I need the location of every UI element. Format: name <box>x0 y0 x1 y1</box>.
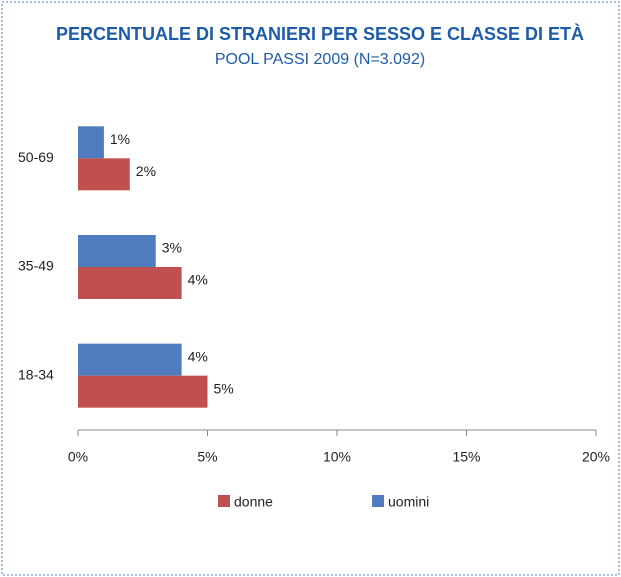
x-tick-label: 20% <box>582 449 610 465</box>
bar <box>78 343 182 376</box>
bar <box>78 267 182 299</box>
chart-title: PERCENTUALE DI STRANIERI PER SESSO E CLA… <box>56 23 584 44</box>
y-tick-label: 18-34 <box>18 366 54 382</box>
value-label: 4% <box>188 272 208 288</box>
y-tick-label: 50-69 <box>18 149 54 165</box>
value-label: 1% <box>110 131 130 147</box>
value-label: 4% <box>188 348 208 364</box>
legend-swatch <box>372 495 384 507</box>
bar <box>78 158 130 191</box>
y-tick-label: 35-49 <box>18 258 54 274</box>
x-tick-label: 10% <box>323 449 351 465</box>
value-label: 3% <box>162 240 182 256</box>
bar <box>78 375 208 408</box>
legend-label: donne <box>234 494 273 510</box>
legend-swatch <box>218 495 230 507</box>
chart-subtitle: POOL PASSI 2009 (N=3.092) <box>215 51 425 68</box>
x-tick-label: 5% <box>197 449 217 465</box>
bar <box>78 126 104 159</box>
legend-label: uomini <box>388 494 429 510</box>
value-label: 5% <box>214 380 234 396</box>
bar <box>78 235 156 267</box>
value-label: 2% <box>136 163 156 179</box>
x-tick-label: 0% <box>68 449 88 465</box>
x-tick-label: 15% <box>452 449 480 465</box>
